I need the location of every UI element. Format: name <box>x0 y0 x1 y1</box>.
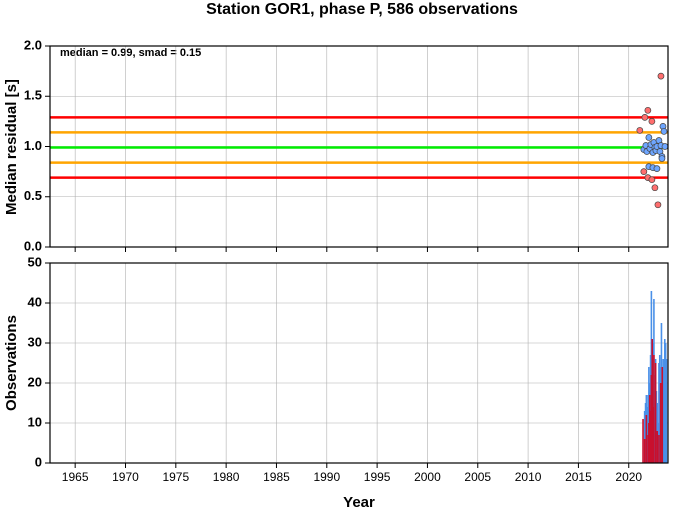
x-tick-label: 1990 <box>313 470 340 484</box>
bar <box>643 411 646 463</box>
bar <box>644 403 647 463</box>
bar <box>646 407 648 463</box>
bar <box>649 411 652 463</box>
point <box>658 155 666 162</box>
y-axis-label: Median residual [s] <box>3 79 20 215</box>
point <box>660 128 668 135</box>
y-tick-label: 0.0 <box>24 238 42 253</box>
y-tick-label: 30 <box>28 334 42 349</box>
bar <box>656 431 659 463</box>
y-axis-label: Observations <box>3 315 20 411</box>
y-tick-label: 1.5 <box>24 88 42 103</box>
plot-frame <box>49 262 669 464</box>
point <box>645 134 653 141</box>
y-tick-label: 20 <box>28 374 42 389</box>
y-tick-label: 1.0 <box>24 138 42 153</box>
point <box>641 114 649 121</box>
bar <box>665 359 668 463</box>
bar <box>655 391 658 463</box>
bar <box>659 383 662 463</box>
bar <box>663 367 665 463</box>
y-tick-label: 10 <box>28 414 42 429</box>
bar <box>657 423 659 463</box>
bar <box>647 435 649 463</box>
bar <box>645 415 648 463</box>
x-tick-label: 2005 <box>464 470 491 484</box>
x-tick-label: 1975 <box>162 470 189 484</box>
x-tick-label: 1970 <box>112 470 139 484</box>
plot-frame <box>49 45 669 248</box>
x-tick-label: 1965 <box>62 470 89 484</box>
x-tick-label: 2000 <box>414 470 441 484</box>
point <box>661 143 669 150</box>
x-tick-label: 1995 <box>364 470 391 484</box>
bar <box>648 395 651 463</box>
x-tick-label: 2015 <box>565 470 592 484</box>
x-tick-label: 1980 <box>213 470 240 484</box>
chart-title: Station GOR1, phase P, 586 observations <box>206 1 518 18</box>
y-tick-label: 40 <box>28 294 42 309</box>
bar <box>658 363 660 463</box>
bar <box>652 343 654 463</box>
x-tick-label: 1985 <box>263 470 290 484</box>
point <box>644 106 652 114</box>
point <box>651 184 659 192</box>
point <box>636 127 644 134</box>
y-tick-label: 0 <box>35 454 42 469</box>
point <box>653 165 661 172</box>
bar <box>662 359 664 463</box>
point <box>648 118 656 125</box>
bar <box>648 423 650 463</box>
bar <box>661 367 664 463</box>
point <box>648 176 656 184</box>
bar <box>653 355 655 463</box>
bar <box>648 367 650 463</box>
x-tick-label: 2010 <box>515 470 542 484</box>
point <box>654 201 662 209</box>
y-tick-label: 50 <box>28 254 42 269</box>
bar <box>654 363 657 463</box>
bar <box>660 323 663 463</box>
bar <box>653 375 656 463</box>
bar <box>647 395 649 463</box>
bar <box>650 375 653 463</box>
bar <box>664 343 667 463</box>
bar <box>658 355 661 463</box>
bar <box>649 355 652 463</box>
x-tick-label: 2020 <box>615 470 642 484</box>
bar <box>651 339 653 463</box>
bar <box>663 339 666 463</box>
point <box>640 168 648 175</box>
y-tick-label: 2.0 <box>24 37 42 52</box>
annotation: median = 0.99, smad = 0.15 <box>60 47 201 59</box>
x-axis-label: Year <box>343 494 375 511</box>
bar <box>658 435 660 463</box>
y-tick-label: 0.5 <box>24 188 42 203</box>
point <box>657 72 665 80</box>
bar <box>642 419 644 463</box>
bar <box>652 407 654 463</box>
bar <box>643 439 646 463</box>
